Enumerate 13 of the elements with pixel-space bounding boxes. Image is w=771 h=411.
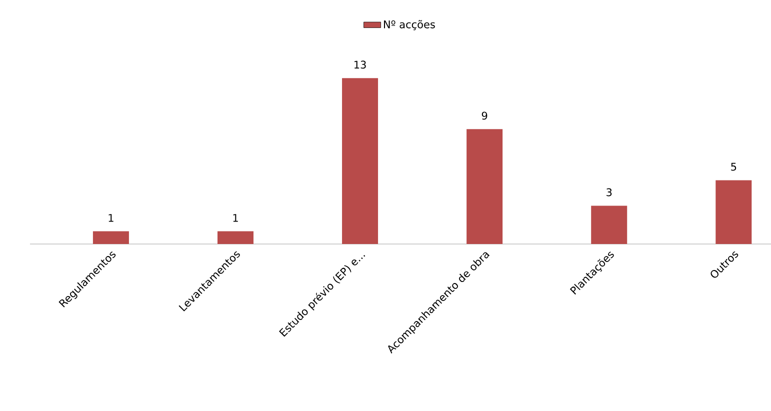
data-label: 1 bbox=[233, 214, 238, 222]
data-label: 5 bbox=[731, 162, 736, 171]
data-label: 13 bbox=[354, 60, 366, 69]
bar bbox=[591, 206, 628, 244]
data-label: 3 bbox=[606, 188, 612, 196]
bar bbox=[716, 180, 752, 244]
data-label: 9 bbox=[482, 112, 488, 120]
bar bbox=[92, 231, 129, 244]
bar bbox=[217, 231, 254, 244]
bar bbox=[466, 129, 503, 244]
data-label: 1 bbox=[108, 214, 114, 222]
legend-label: Nº acções bbox=[384, 20, 435, 30]
bar bbox=[342, 78, 378, 244]
